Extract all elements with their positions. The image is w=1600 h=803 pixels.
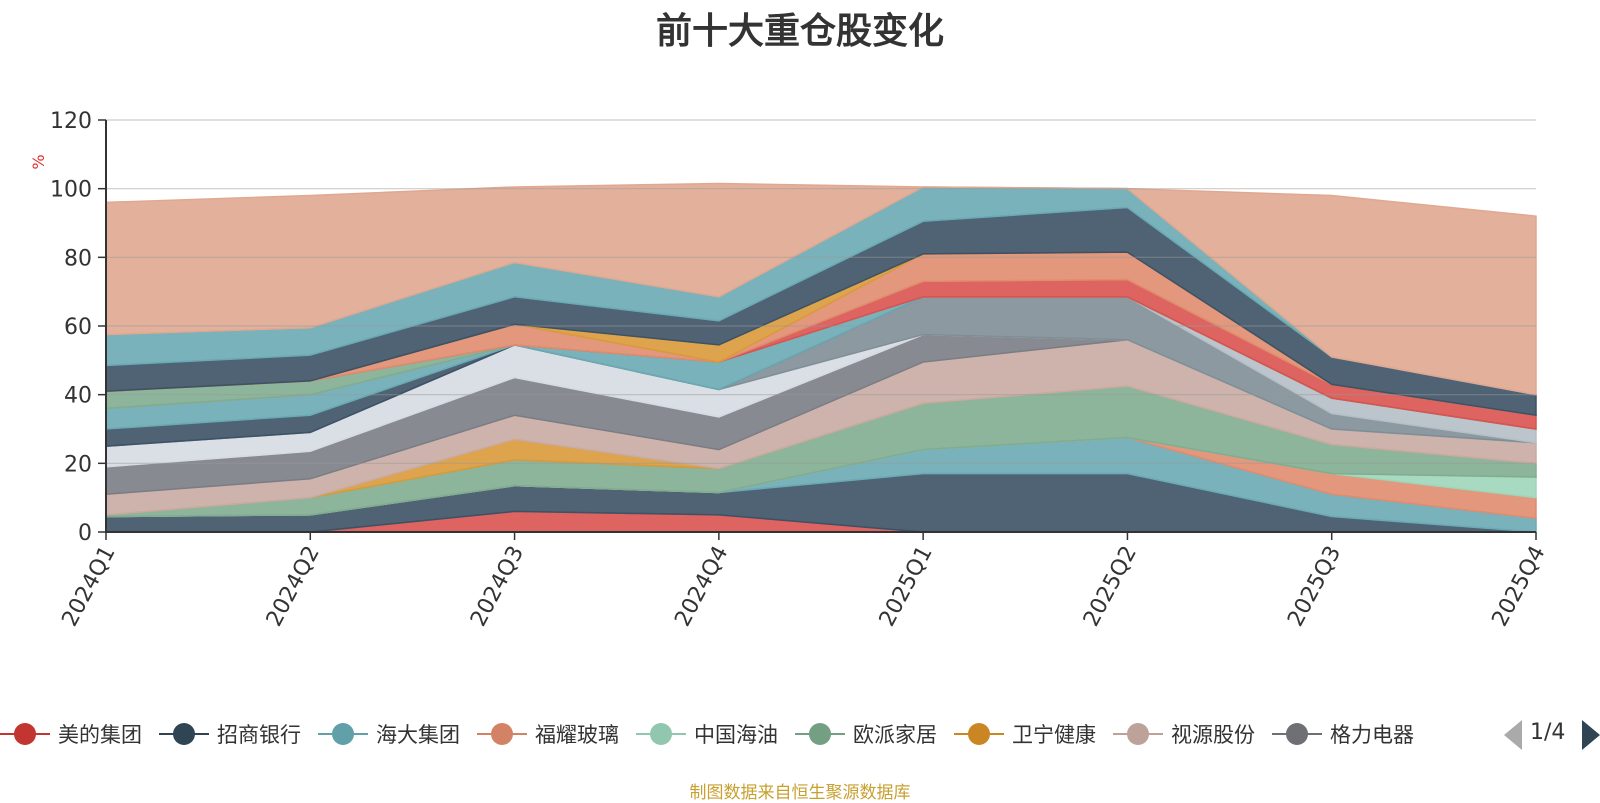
y-tick-label: 20 (64, 452, 92, 477)
legend-item[interactable]: 招商银行 (159, 716, 301, 752)
y-tick-label: 60 (64, 315, 92, 340)
legend-marker-icon (0, 716, 50, 752)
legend-marker-icon (954, 716, 1004, 752)
x-tick-label: 2024Q4 (670, 542, 733, 631)
legend-label: 欧派家居 (853, 723, 937, 747)
x-tick-label: 2025Q1 (875, 542, 938, 631)
y-tick-label: 100 (50, 178, 92, 203)
x-tick-label: 2025Q4 (1488, 542, 1551, 631)
legend-item[interactable]: 福耀玻璃 (477, 716, 619, 752)
legend: 美的集团 招商银行 海大集团 福耀玻璃 中国海油 欧派家居 卫宁健康 视源股份 格力电器 (0, 716, 1490, 752)
grid-lines (106, 119, 1536, 464)
legend-label: 格力电器 (1330, 723, 1414, 747)
legend-pager: 1/4 (1500, 716, 1600, 752)
x-tick-label: 2024Q3 (466, 542, 529, 631)
legend-item[interactable]: 视源股份 (1113, 716, 1255, 752)
x-tick-label: 2024Q2 (262, 542, 325, 631)
legend-marker-icon (636, 716, 686, 752)
legend-marker-icon (1113, 716, 1163, 752)
legend-item[interactable]: 海大集团 (318, 716, 460, 752)
y-tick-label: 120 (50, 109, 92, 134)
legend-item[interactable]: 中国海油 (636, 716, 778, 752)
pager-next-icon[interactable] (1582, 720, 1600, 750)
legend-marker-icon (795, 716, 845, 752)
legend-marker-icon (318, 716, 368, 752)
legend-label: 卫宁健康 (1012, 723, 1096, 747)
x-tick-label: 2025Q2 (1079, 542, 1142, 631)
legend-item[interactable]: 欧派家居 (795, 716, 937, 752)
y-axis-label: % (29, 154, 48, 169)
source-note: 制图数据来自恒生聚源数据库 (689, 783, 911, 803)
y-tick-label: 80 (64, 246, 92, 271)
legend-label: 福耀玻璃 (535, 723, 619, 747)
legend-marker-icon (1272, 716, 1322, 752)
legend-item[interactable]: 卫宁健康 (954, 716, 1096, 752)
x-tick-label: 2024Q1 (58, 542, 121, 631)
legend-label: 视源股份 (1171, 723, 1255, 747)
legend-item[interactable]: 美的集团 (0, 716, 142, 752)
x-tick-label: 2025Q3 (1283, 542, 1346, 631)
y-tick-label: 0 (78, 521, 92, 546)
pager-indicator: 1/4 (1530, 720, 1566, 745)
legend-label: 招商银行 (217, 723, 301, 747)
legend-label: 中国海油 (694, 723, 778, 747)
chart-canvas: 0 20 40 60 80 100 120 2024Q1 2024Q2 2024Q3 2024Q4 2… (29, 109, 1551, 631)
legend-marker-icon (159, 716, 209, 752)
legend-item[interactable]: 格力电器 (1272, 716, 1414, 752)
chart-title: 前十大重仓股变化 (655, 11, 944, 52)
pager-prev-icon[interactable] (1504, 720, 1522, 750)
legend-label: 海大集团 (376, 723, 460, 747)
y-tick-label: 40 (64, 384, 92, 409)
legend-marker-icon (477, 716, 527, 752)
stacked-areas (105, 182, 1537, 533)
legend-label: 美的集团 (58, 723, 142, 747)
